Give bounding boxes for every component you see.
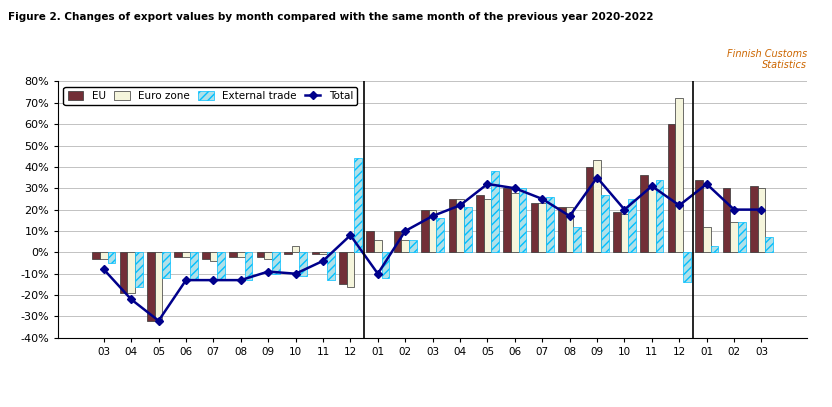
- Bar: [127, 252, 135, 293]
- Bar: [155, 252, 162, 321]
- Bar: [319, 252, 327, 254]
- Bar: [558, 208, 566, 252]
- Bar: [190, 252, 197, 280]
- Bar: [730, 222, 738, 252]
- Bar: [107, 252, 116, 263]
- Bar: [711, 246, 718, 252]
- Bar: [245, 252, 252, 280]
- Bar: [593, 160, 601, 252]
- Bar: [374, 239, 382, 252]
- Bar: [347, 252, 354, 287]
- Bar: [366, 231, 374, 252]
- Bar: [696, 180, 703, 252]
- Bar: [437, 218, 444, 252]
- Bar: [382, 252, 389, 278]
- Bar: [464, 208, 472, 252]
- Bar: [456, 199, 464, 252]
- Bar: [641, 175, 648, 252]
- Bar: [100, 252, 107, 259]
- Bar: [162, 252, 170, 278]
- Bar: [92, 252, 100, 259]
- Bar: [448, 199, 456, 252]
- Bar: [265, 252, 272, 259]
- Bar: [401, 239, 409, 252]
- Bar: [428, 210, 437, 252]
- Text: Finnish Customs
Statistics: Finnish Customs Statistics: [727, 49, 807, 70]
- Bar: [621, 214, 628, 252]
- Bar: [311, 252, 319, 254]
- Bar: [566, 208, 573, 252]
- Bar: [217, 252, 225, 280]
- Bar: [394, 231, 401, 252]
- Bar: [491, 171, 499, 252]
- Bar: [339, 252, 347, 284]
- Bar: [703, 227, 711, 252]
- Bar: [613, 212, 621, 252]
- Bar: [765, 237, 773, 252]
- Bar: [531, 203, 538, 252]
- Bar: [300, 252, 307, 276]
- Bar: [409, 239, 417, 252]
- Bar: [292, 246, 300, 252]
- Legend: EU, Euro zone, External trade, Total: EU, Euro zone, External trade, Total: [63, 87, 357, 105]
- Bar: [586, 167, 593, 252]
- Bar: [483, 199, 491, 252]
- Bar: [758, 188, 765, 252]
- Bar: [648, 186, 656, 252]
- Bar: [750, 186, 758, 252]
- Bar: [676, 98, 683, 252]
- Bar: [257, 252, 265, 257]
- Bar: [476, 195, 483, 252]
- Bar: [538, 203, 546, 252]
- Bar: [573, 227, 582, 252]
- Bar: [202, 252, 210, 259]
- Text: Figure 2. Changes of export values by month compared with the same month of the : Figure 2. Changes of export values by mo…: [8, 12, 654, 22]
- Bar: [120, 252, 127, 293]
- Bar: [327, 252, 334, 280]
- Bar: [182, 252, 190, 257]
- Bar: [230, 252, 237, 257]
- Bar: [546, 197, 554, 252]
- Bar: [284, 252, 292, 254]
- Bar: [668, 124, 676, 252]
- Bar: [601, 195, 608, 252]
- Bar: [272, 252, 280, 274]
- Bar: [518, 188, 527, 252]
- Bar: [628, 199, 636, 252]
- Bar: [147, 252, 155, 321]
- Bar: [683, 252, 691, 282]
- Bar: [738, 222, 745, 252]
- Bar: [421, 210, 428, 252]
- Bar: [511, 193, 518, 252]
- Bar: [354, 158, 362, 252]
- Bar: [210, 252, 217, 261]
- Bar: [503, 188, 511, 252]
- Bar: [175, 252, 182, 257]
- Bar: [237, 252, 245, 257]
- Bar: [722, 188, 730, 252]
- Bar: [135, 252, 143, 287]
- Bar: [656, 180, 663, 252]
